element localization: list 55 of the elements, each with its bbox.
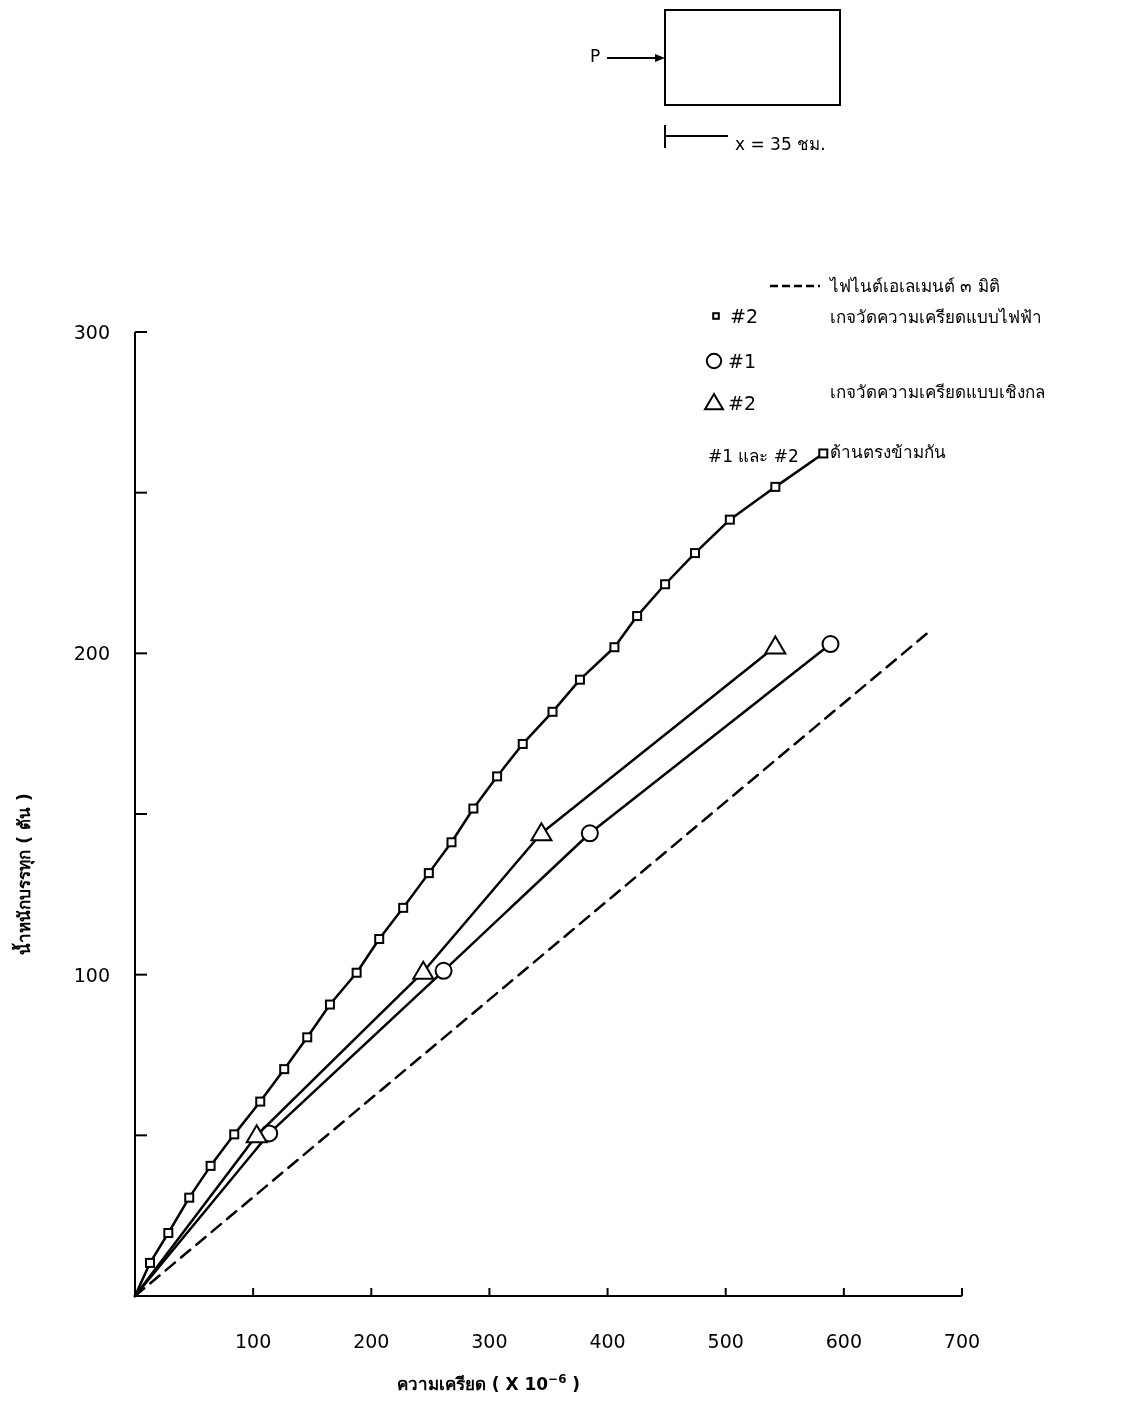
annotation: ด้านตรงข้ามกัน <box>830 442 946 462</box>
point <box>770 481 781 492</box>
legend-label: #1 <box>728 350 757 372</box>
point <box>821 635 840 654</box>
point <box>574 674 585 685</box>
x-tick-label: 400 <box>589 1330 626 1352</box>
point <box>492 771 503 782</box>
point <box>351 967 362 978</box>
x-tick-label: 600 <box>825 1330 862 1352</box>
point <box>302 1032 313 1043</box>
point <box>446 837 457 848</box>
x-tick-label: 500 <box>707 1330 744 1352</box>
point <box>580 824 599 843</box>
y-axis-title: น้ำหนักบรรทุก ( ตัน ) <box>11 793 35 955</box>
point <box>609 642 620 653</box>
point <box>764 635 787 655</box>
point <box>398 902 409 913</box>
point <box>229 1129 240 1140</box>
point <box>324 999 335 1010</box>
point <box>412 960 435 980</box>
point <box>374 934 385 944</box>
x-axis-title: ความเครียด ( X 10$^{−6}$ ) <box>396 1372 581 1394</box>
point <box>423 868 434 879</box>
text: P <box>590 46 601 66</box>
point <box>530 822 553 842</box>
point <box>145 1257 155 1268</box>
x-tick-label: 700 <box>943 1330 981 1352</box>
text: x = 35 ชม. <box>735 134 826 154</box>
point <box>632 611 643 622</box>
point <box>255 1096 266 1107</box>
annotation: เกจวัดความเครียดแบบเชิงกล <box>830 382 1045 402</box>
point <box>184 1192 195 1203</box>
legend-label: #2 <box>730 305 759 327</box>
y-tick-label: 300 <box>73 321 110 343</box>
point <box>163 1228 174 1239</box>
point <box>724 514 735 525</box>
point <box>517 738 528 749</box>
legend-label: #2 <box>728 392 757 414</box>
point <box>434 961 453 980</box>
y-tick-label: 200 <box>73 642 110 665</box>
point <box>468 803 479 814</box>
point <box>690 548 700 559</box>
legend-label: ไฟไนต์เอเลเมนต์ ๓ มิติ <box>828 276 1000 296</box>
point <box>245 1124 268 1144</box>
x-tick-label: 300 <box>471 1330 508 1352</box>
point <box>818 448 829 459</box>
point <box>547 706 558 717</box>
y-tick-label: 100 <box>73 963 110 986</box>
x-tick-label: 200 <box>353 1330 390 1352</box>
point <box>205 1160 216 1171</box>
point <box>279 1064 290 1075</box>
text: เกจวัดความเครียดแบบไฟฟ้า <box>830 307 1042 327</box>
point <box>660 579 671 590</box>
x-tick-label: 100 <box>235 1330 272 1352</box>
annotation: #1 และ #2 <box>708 446 799 466</box>
